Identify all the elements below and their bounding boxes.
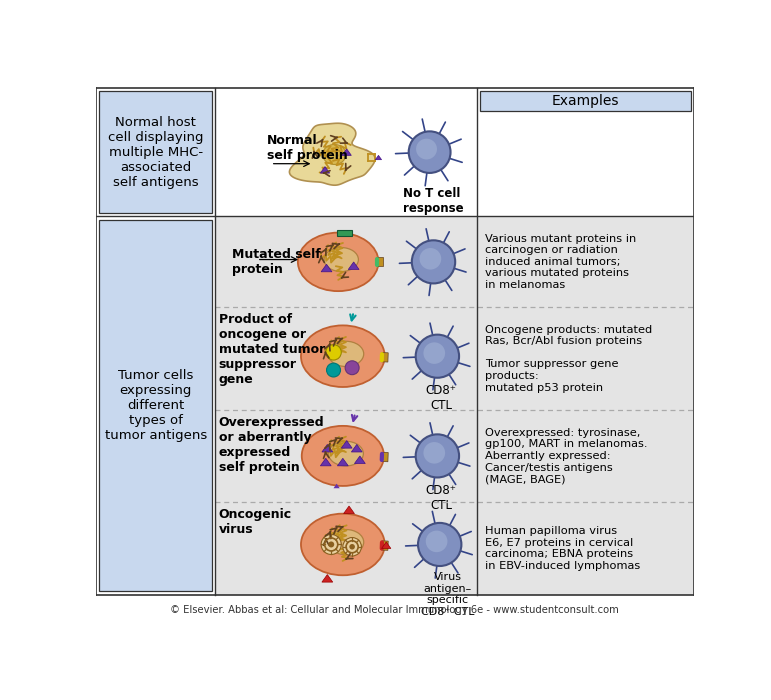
Text: © Elsevier. Abbas et al: Cellular and Molecular Immunology 6e - www.studentconsu: © Elsevier. Abbas et al: Cellular and Mo… [170, 605, 619, 615]
Ellipse shape [423, 442, 445, 463]
Polygon shape [377, 258, 383, 267]
Circle shape [328, 542, 334, 547]
Ellipse shape [409, 132, 450, 173]
Text: Human papilloma virus
E6, E7 proteins in cervical
carcinoma; EBNA proteins
in EB: Human papilloma virus E6, E7 proteins in… [485, 526, 640, 570]
Text: Normal host
cell displaying
multiple MHC-
associated
self antigens: Normal host cell displaying multiple MHC… [108, 116, 204, 188]
Polygon shape [342, 440, 352, 448]
Polygon shape [334, 484, 340, 489]
Ellipse shape [328, 441, 363, 466]
Bar [215, 216, 694, 594]
Polygon shape [352, 444, 362, 452]
Bar [480, 91, 691, 111]
Ellipse shape [412, 240, 455, 284]
Ellipse shape [301, 426, 384, 486]
Text: Virus
antigen–
specific
CD8⁺ CTL: Virus antigen– specific CD8⁺ CTL [421, 572, 474, 617]
Polygon shape [320, 458, 332, 466]
Text: Examples: Examples [551, 94, 619, 108]
Polygon shape [322, 575, 333, 582]
Polygon shape [289, 123, 375, 186]
Text: Tumor cells
expressing
different
types of
tumor antigens: Tumor cells expressing different types o… [105, 369, 207, 442]
Ellipse shape [416, 434, 459, 477]
Circle shape [345, 360, 359, 374]
Polygon shape [382, 542, 391, 549]
Circle shape [343, 538, 362, 556]
Text: Product of
oncogene or
mutated tumor
suppressor
gene: Product of oncogene or mutated tumor sup… [219, 314, 325, 386]
Text: Mutated self
protein: Mutated self protein [232, 248, 321, 276]
Ellipse shape [323, 144, 346, 164]
Ellipse shape [324, 248, 359, 272]
Text: Various mutant proteins in
carcinogen or radiation
induced animal tumors;
variou: Various mutant proteins in carcinogen or… [485, 234, 636, 290]
Ellipse shape [328, 529, 364, 555]
Ellipse shape [423, 342, 445, 364]
Ellipse shape [426, 531, 447, 552]
Text: No T cell
response: No T cell response [403, 187, 464, 215]
Polygon shape [342, 149, 352, 155]
Bar [99, 220, 212, 592]
Bar [215, 88, 694, 216]
Bar [96, 88, 215, 594]
Ellipse shape [328, 342, 364, 367]
Ellipse shape [301, 326, 385, 387]
Text: CD8⁺
CTL: CD8⁺ CTL [426, 484, 456, 512]
Ellipse shape [419, 248, 441, 270]
Text: CD8⁺
CTL: CD8⁺ CTL [426, 384, 456, 412]
Circle shape [326, 344, 342, 360]
Ellipse shape [301, 514, 385, 575]
Ellipse shape [298, 232, 379, 291]
Ellipse shape [418, 523, 461, 566]
Polygon shape [355, 456, 365, 463]
Polygon shape [382, 452, 389, 462]
Text: Normal
self protein: Normal self protein [267, 134, 348, 162]
Ellipse shape [416, 335, 459, 378]
Text: Overexpressed
or aberrantly
expressed
self protein: Overexpressed or aberrantly expressed se… [219, 416, 325, 474]
Circle shape [349, 544, 355, 550]
Circle shape [327, 363, 341, 377]
Polygon shape [320, 167, 330, 173]
Polygon shape [322, 444, 333, 452]
Text: Overexpressed: tyrosinase,
gp100, MART in melanomas.
Aberrantly expressed:
Cance: Overexpressed: tyrosinase, gp100, MART i… [485, 428, 647, 484]
Bar [337, 230, 352, 236]
Polygon shape [382, 541, 389, 550]
Text: Oncogene products: mutated
Ras, Bcr/Abl fusion proteins

Tumor suppressor gene
p: Oncogene products: mutated Ras, Bcr/Abl … [485, 325, 652, 393]
Bar [99, 91, 212, 214]
Circle shape [322, 535, 342, 554]
Polygon shape [382, 353, 389, 362]
Ellipse shape [416, 139, 437, 160]
Polygon shape [344, 506, 355, 514]
Polygon shape [348, 262, 359, 270]
Polygon shape [322, 265, 332, 272]
Polygon shape [375, 155, 382, 160]
Polygon shape [338, 458, 348, 466]
Text: Oncogenic
virus: Oncogenic virus [219, 508, 292, 536]
